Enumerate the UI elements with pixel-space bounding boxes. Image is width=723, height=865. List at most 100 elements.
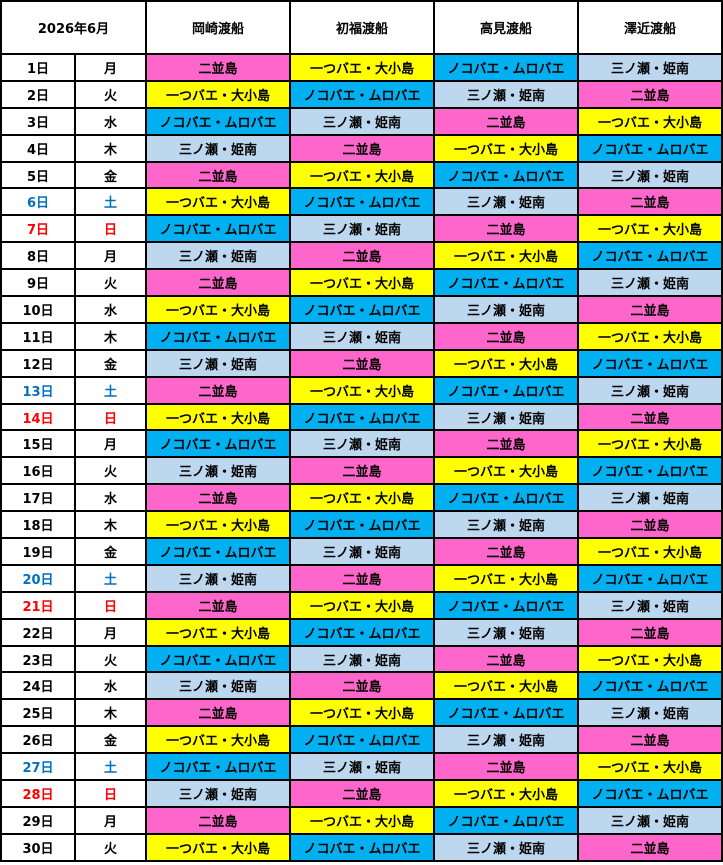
destination-cell: 一つバエ・大小島 [432,671,579,701]
destination-cell: ノコバエ・ムロバエ [288,832,435,862]
destination-cell: 二並島 [432,429,579,459]
destination-cell: 二並島 [145,483,291,513]
date-cell: 17日 [0,483,77,513]
table-row: 5日金二並島 一つバエ・大小島 ノコバエ・ムロバエ 三ノ瀬・姫南 [0,160,723,190]
destination-cell: 二並島 [145,160,291,190]
destination-cell: 三ノ瀬・姫南 [432,832,579,862]
destination-cell: 三ノ瀬・姫南 [145,241,291,271]
destination-cell: 一つバエ・大小島 [432,348,579,378]
destination-cell: 三ノ瀬・姫南 [145,779,291,808]
destination-cell: ノコバエ・ムロバエ [576,456,723,486]
destination-cell: 三ノ瀬・姫南 [432,187,579,217]
destination-cell: ノコバエ・ムロバエ [145,429,291,459]
destination-cell: ノコバエ・ムロバエ [145,537,291,566]
destination-cell: 二並島 [576,295,723,324]
destination-cell: 一つバエ・大小島 [576,752,723,782]
destination-cell: ノコバエ・ムロバエ [145,644,291,674]
weekday-cell: 木 [74,698,147,728]
table-row: 1日月二並島 一つバエ・大小島 ノコバエ・ムロバエ 三ノ瀬・姫南 [0,53,723,82]
destination-cell: ノコバエ・ムロバエ [432,53,579,82]
destination-cell: ノコバエ・ムロバエ [288,510,435,540]
weekday-cell: 土 [74,752,147,782]
destination-cell: 三ノ瀬・姫南 [432,402,579,432]
table-row: 10日水一つバエ・大小島 ノコバエ・ムロバエ 三ノ瀬・姫南 二並島 [0,295,723,324]
destination-cell: ノコバエ・ムロバエ [288,295,435,324]
operator-header: 高見渡船 [432,0,579,55]
weekday-cell: 日 [74,214,147,244]
destination-cell: 二並島 [432,214,579,244]
destination-cell: 三ノ瀬・姫南 [432,295,579,324]
table-row: 13日土二並島 一つバエ・大小島 ノコバエ・ムロバエ 三ノ瀬・姫南 [0,375,723,405]
date-cell: 11日 [0,321,77,351]
destination-cell: ノコバエ・ムロバエ [576,779,723,808]
table-row: 28日日三ノ瀬・姫南 二並島 一つバエ・大小島 ノコバエ・ムロバエ [0,779,723,808]
destination-cell: ノコバエ・ムロバエ [432,160,579,190]
destination-cell: 三ノ瀬・姫南 [576,698,723,728]
destination-cell: 二並島 [432,752,579,782]
date-cell: 10日 [0,295,77,324]
destination-cell: 一つバエ・大小島 [145,510,291,540]
destination-cell: ノコバエ・ムロバエ [145,752,291,782]
weekday-cell: 水 [74,671,147,701]
destination-cell: 一つバエ・大小島 [145,295,291,324]
table-row: 16日火三ノ瀬・姫南 二並島 一つバエ・大小島 ノコバエ・ムロバエ [0,456,723,486]
weekday-cell: 日 [74,590,147,620]
destination-cell: ノコバエ・ムロバエ [145,321,291,351]
table-row: 24日水三ノ瀬・姫南 二並島 一つバエ・大小島 ノコバエ・ムロバエ [0,671,723,701]
destination-cell: 二並島 [145,268,291,298]
destination-cell: ノコバエ・ムロバエ [576,133,723,163]
destination-cell: ノコバエ・ムロバエ [432,590,579,620]
destination-cell: 三ノ瀬・姫南 [432,725,579,755]
destination-cell: 一つバエ・大小島 [145,617,291,647]
date-cell: 14日 [0,402,77,432]
destination-cell: 一つバエ・大小島 [145,725,291,755]
weekday-cell: 水 [74,295,147,324]
date-cell: 16日 [0,456,77,486]
date-cell: 20日 [0,563,77,593]
destination-cell: ノコバエ・ムロバエ [288,725,435,755]
destination-cell: 三ノ瀬・姫南 [576,160,723,190]
destination-cell: 二並島 [288,671,435,701]
destination-cell: 一つバエ・大小島 [432,456,579,486]
operator-header: 初福渡船 [288,0,435,55]
date-cell: 27日 [0,752,77,782]
weekday-cell: 金 [74,348,147,378]
destination-cell: 二並島 [432,537,579,566]
weekday-cell: 木 [74,321,147,351]
destination-cell: 一つバエ・大小島 [576,429,723,459]
destination-cell: 一つバエ・大小島 [288,53,435,82]
weekday-cell: 土 [74,187,147,217]
destination-cell: 一つバエ・大小島 [576,537,723,566]
destination-cell: 一つバエ・大小島 [145,402,291,432]
header-row: 2026年6月 岡崎渡船 初福渡船 高見渡船 澤近渡船 [0,0,723,55]
weekday-cell: 火 [74,79,147,109]
weekday-cell: 月 [74,53,147,82]
destination-cell: ノコバエ・ムロバエ [432,805,579,835]
destination-cell: 二並島 [576,617,723,647]
destination-cell: 二並島 [576,510,723,540]
destination-cell: ノコバエ・ムロバエ [288,617,435,647]
destination-cell: 二並島 [576,187,723,217]
destination-cell: 一つバエ・大小島 [432,133,579,163]
weekday-cell: 金 [74,537,147,566]
table-row: 7日日ノコバエ・ムロバエ 三ノ瀬・姫南 二並島 一つバエ・大小島 [0,214,723,244]
table-row: 9日火二並島 一つバエ・大小島 ノコバエ・ムロバエ 三ノ瀬・姫南 [0,268,723,298]
destination-cell: 三ノ瀬・姫南 [145,671,291,701]
date-cell: 24日 [0,671,77,701]
table-row: 21日日二並島 一つバエ・大小島 ノコバエ・ムロバエ 三ノ瀬・姫南 [0,590,723,620]
date-cell: 3日 [0,106,77,136]
destination-cell: 二並島 [288,241,435,271]
destination-cell: 二並島 [145,698,291,728]
destination-cell: 三ノ瀬・姫南 [576,805,723,835]
destination-cell: 二並島 [288,563,435,593]
destination-cell: 三ノ瀬・姫南 [576,375,723,405]
month-header: 2026年6月 [0,0,147,55]
destination-cell: 二並島 [288,456,435,486]
destination-cell: 三ノ瀬・姫南 [288,537,435,566]
date-cell: 1日 [0,53,77,82]
weekday-cell: 土 [74,375,147,405]
date-cell: 30日 [0,832,77,862]
table-row: 25日木二並島 一つバエ・大小島 ノコバエ・ムロバエ 三ノ瀬・姫南 [0,698,723,728]
weekday-cell: 月 [74,617,147,647]
